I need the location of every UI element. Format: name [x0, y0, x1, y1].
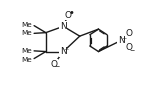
- Text: Me: Me: [22, 22, 32, 28]
- Text: N: N: [60, 47, 67, 56]
- Text: O: O: [126, 43, 133, 52]
- Text: +: +: [63, 47, 69, 52]
- Text: N: N: [60, 22, 67, 31]
- Text: Me: Me: [22, 48, 32, 54]
- Text: −: −: [54, 64, 59, 69]
- Text: +: +: [121, 36, 126, 41]
- Text: •: •: [68, 8, 74, 18]
- Text: N: N: [118, 36, 125, 45]
- Text: O: O: [50, 60, 58, 69]
- Text: −: −: [129, 47, 135, 52]
- Text: O: O: [64, 11, 72, 20]
- Text: O: O: [126, 29, 133, 38]
- Text: Me: Me: [22, 57, 32, 63]
- Text: Me: Me: [22, 30, 32, 36]
